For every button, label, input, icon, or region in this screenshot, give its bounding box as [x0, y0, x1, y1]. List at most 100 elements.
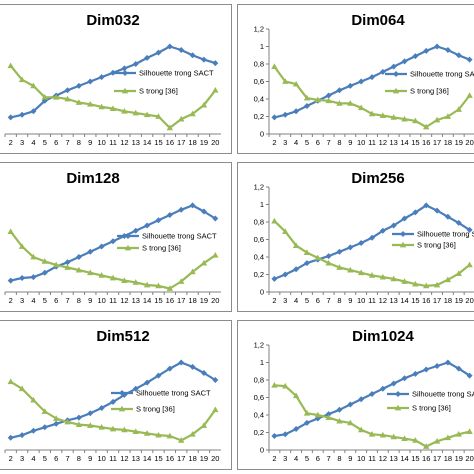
data-point-s-strong — [347, 419, 354, 426]
data-point-s-strong — [98, 424, 105, 430]
data-point-s-strong — [336, 264, 343, 270]
data-point-s-strong — [7, 378, 14, 385]
data-point-s-strong — [444, 276, 452, 283]
data-point-s-strong — [155, 113, 162, 119]
y-tick-label: 0,4 — [254, 411, 264, 420]
data-point-s-strong — [401, 115, 408, 122]
data-point-s-strong — [52, 261, 60, 268]
data-point-silhouette — [200, 208, 207, 215]
x-tick-label: 11 — [109, 296, 117, 305]
x-tick-label: 7 — [327, 138, 331, 147]
data-point-s-strong — [18, 76, 26, 83]
data-point-s-strong — [132, 279, 139, 285]
x-tick-label: 19 — [455, 296, 463, 305]
data-point-silhouette — [41, 269, 48, 276]
data-point-silhouette — [466, 372, 473, 379]
x-tick-label: 16 — [166, 454, 174, 463]
x-tick-label: 17 — [177, 296, 185, 305]
data-point-silhouette — [166, 43, 173, 50]
data-point-silhouette — [98, 405, 105, 411]
chart-title: Dim1024 — [352, 328, 414, 345]
data-point-s-strong — [455, 270, 462, 277]
data-point-silhouette — [189, 52, 196, 59]
data-point-s-strong — [271, 382, 278, 388]
data-point-silhouette — [64, 87, 71, 94]
x-tick-label: 13 — [132, 296, 140, 305]
x-tick-label: 10 — [357, 454, 365, 463]
x-tick-label: 12 — [379, 296, 387, 305]
data-point-s-strong — [282, 228, 289, 235]
x-tick-label: 10 — [97, 296, 105, 305]
legend-marker — [400, 231, 406, 237]
data-point-silhouette — [423, 202, 430, 209]
x-tick-label: 18 — [188, 138, 196, 147]
legend-label: Silhouette trong SACT — [139, 69, 214, 78]
data-point-silhouette — [19, 432, 26, 439]
data-point-s-strong — [64, 95, 71, 102]
data-point-s-strong — [189, 268, 196, 275]
data-point-silhouette — [155, 372, 162, 379]
data-point-s-strong — [336, 417, 343, 424]
data-point-silhouette — [369, 234, 375, 241]
y-tick-label: 0,8 — [254, 218, 264, 227]
data-point-s-strong — [271, 217, 278, 224]
x-tick-label: 8 — [77, 454, 81, 463]
data-point-silhouette — [336, 406, 343, 413]
legend-label: S trong [36] — [142, 244, 181, 253]
data-point-s-strong — [18, 243, 26, 249]
data-point-silhouette — [132, 385, 139, 392]
data-point-silhouette — [189, 363, 196, 370]
x-tick-label: 10 — [357, 296, 365, 305]
x-tick-label: 15 — [411, 296, 419, 305]
data-point-silhouette — [401, 215, 408, 222]
data-point-silhouette — [282, 271, 289, 278]
x-tick-label: 12 — [379, 138, 387, 147]
x-tick-label: 15 — [411, 454, 419, 463]
data-point-s-strong — [109, 274, 117, 281]
data-point-s-strong — [121, 277, 128, 284]
data-point-s-strong — [121, 108, 128, 114]
data-point-silhouette — [144, 379, 151, 386]
legend-marker — [399, 241, 407, 248]
data-point-silhouette — [7, 114, 14, 121]
data-point-s-strong — [412, 117, 419, 124]
data-point-silhouette — [444, 213, 451, 220]
x-tick-label: 19 — [200, 454, 208, 463]
x-tick-label: 11 — [368, 454, 376, 463]
y-tick-label: 1,2 — [254, 341, 264, 350]
data-point-silhouette — [87, 78, 94, 85]
data-point-silhouette — [347, 82, 354, 89]
data-point-s-strong — [143, 111, 151, 118]
data-point-silhouette — [303, 419, 310, 426]
data-point-silhouette — [282, 431, 289, 438]
data-point-silhouette — [282, 111, 289, 118]
legend-label: S trong [36] — [139, 87, 178, 96]
x-tick-label: 7 — [65, 138, 69, 147]
data-point-s-strong — [401, 435, 408, 442]
x-tick-label: 6 — [54, 138, 58, 147]
x-tick-label: 19 — [200, 138, 208, 147]
x-tick-label: 11 — [368, 138, 376, 147]
x-tick-label: 20 — [211, 138, 219, 147]
legend-label: Silhouette trong SACT — [136, 389, 211, 398]
x-tick-label: 5 — [305, 454, 309, 463]
x-tick-label: 16 — [166, 138, 174, 147]
data-point-s-strong — [325, 97, 332, 104]
x-tick-label: 20 — [465, 296, 473, 305]
x-tick-label: 9 — [348, 296, 352, 305]
x-tick-label: 17 — [177, 138, 185, 147]
x-tick-label: 6 — [54, 296, 58, 305]
data-point-s-strong — [200, 259, 208, 266]
x-tick-label: 3 — [20, 296, 24, 305]
x-tick-label: 20 — [465, 454, 473, 463]
legend-label: S trong [36] — [136, 405, 175, 414]
data-point-silhouette — [132, 61, 139, 67]
x-tick-label: 19 — [200, 296, 208, 305]
data-point-s-strong — [7, 62, 14, 69]
data-point-silhouette — [121, 65, 128, 72]
data-point-silhouette — [144, 54, 151, 61]
data-point-s-strong — [325, 414, 332, 421]
data-point-silhouette — [271, 433, 278, 439]
data-point-silhouette — [358, 240, 365, 246]
